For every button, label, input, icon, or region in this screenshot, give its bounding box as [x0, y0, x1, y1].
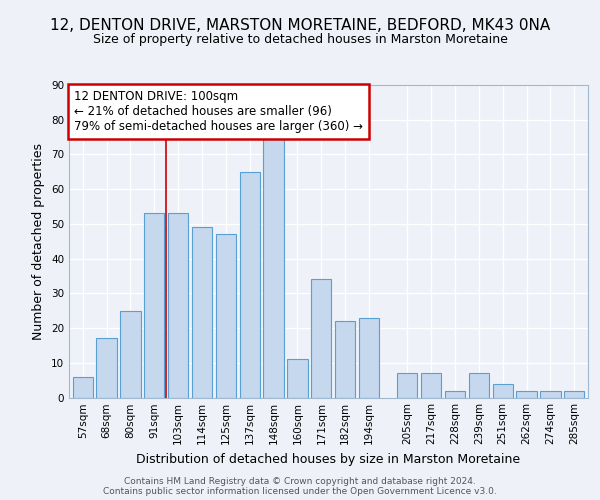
- Bar: [97, 338, 117, 398]
- Bar: [517, 390, 536, 398]
- Bar: [121, 310, 140, 398]
- Bar: [421, 373, 441, 398]
- Bar: [192, 228, 212, 398]
- Bar: [445, 390, 465, 398]
- X-axis label: Distribution of detached houses by size in Marston Moretaine: Distribution of detached houses by size …: [136, 453, 521, 466]
- Bar: [469, 373, 489, 398]
- Bar: [493, 384, 513, 398]
- Y-axis label: Number of detached properties: Number of detached properties: [32, 143, 46, 340]
- Bar: [287, 360, 308, 398]
- Bar: [564, 390, 584, 398]
- Bar: [540, 390, 560, 398]
- Bar: [239, 172, 260, 398]
- Text: 12 DENTON DRIVE: 100sqm
← 21% of detached houses are smaller (96)
79% of semi-de: 12 DENTON DRIVE: 100sqm ← 21% of detache…: [74, 90, 363, 133]
- Bar: [397, 373, 418, 398]
- Bar: [216, 234, 236, 398]
- Bar: [73, 376, 93, 398]
- Bar: [263, 137, 284, 398]
- Bar: [311, 280, 331, 398]
- Text: Contains HM Land Registry data © Crown copyright and database right 2024.: Contains HM Land Registry data © Crown c…: [124, 477, 476, 486]
- Bar: [168, 214, 188, 398]
- Text: 12, DENTON DRIVE, MARSTON MORETAINE, BEDFORD, MK43 0NA: 12, DENTON DRIVE, MARSTON MORETAINE, BED…: [50, 18, 550, 32]
- Text: Contains public sector information licensed under the Open Government Licence v3: Contains public sector information licen…: [103, 487, 497, 496]
- Bar: [335, 321, 355, 398]
- Text: Size of property relative to detached houses in Marston Moretaine: Size of property relative to detached ho…: [92, 32, 508, 46]
- Bar: [144, 214, 164, 398]
- Bar: [359, 318, 379, 398]
